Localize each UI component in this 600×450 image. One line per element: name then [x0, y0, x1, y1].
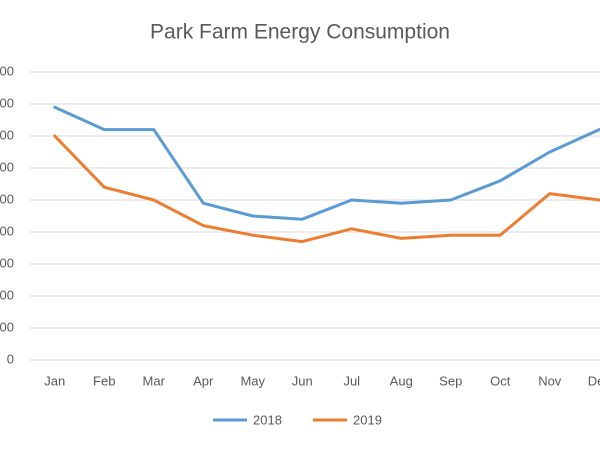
x-tick-label: May — [240, 373, 265, 388]
chart-title: Park Farm Energy Consumption — [150, 21, 450, 44]
x-tick-label: Jul — [343, 373, 360, 388]
x-tick-label: Mar — [143, 373, 166, 388]
y-tick-label: 9000 — [0, 63, 14, 78]
x-tick-label: Jan — [44, 373, 65, 388]
x-tick-label: Apr — [193, 373, 214, 388]
legend-label: 2018 — [253, 412, 282, 427]
y-tick-label: 0 — [7, 351, 14, 366]
x-tick-label: Sep — [439, 373, 462, 388]
line — [53, 105, 600, 221]
y-tick-label: 7000 — [0, 127, 14, 142]
x-tick-label: Jun — [292, 373, 313, 388]
line — [53, 134, 600, 244]
x-tick-label: Aug — [390, 373, 413, 388]
x-tick-label: Feb — [93, 373, 115, 388]
y-tick-label: 2000 — [0, 287, 14, 302]
y-tick-label: 1000 — [0, 319, 14, 334]
y-tick-label: 8000 — [0, 95, 14, 110]
x-tick-label: Oct — [490, 373, 511, 388]
y-tick-label: 5000 — [0, 191, 14, 206]
legend-label: 2019 — [353, 412, 382, 427]
y-tick-label: 3000 — [0, 255, 14, 270]
x-tick-label: Dec — [588, 373, 600, 388]
x-tick-label: Nov — [538, 373, 562, 388]
y-tick-label: 6000 — [0, 159, 14, 174]
y-tick-label: 4000 — [0, 223, 14, 238]
